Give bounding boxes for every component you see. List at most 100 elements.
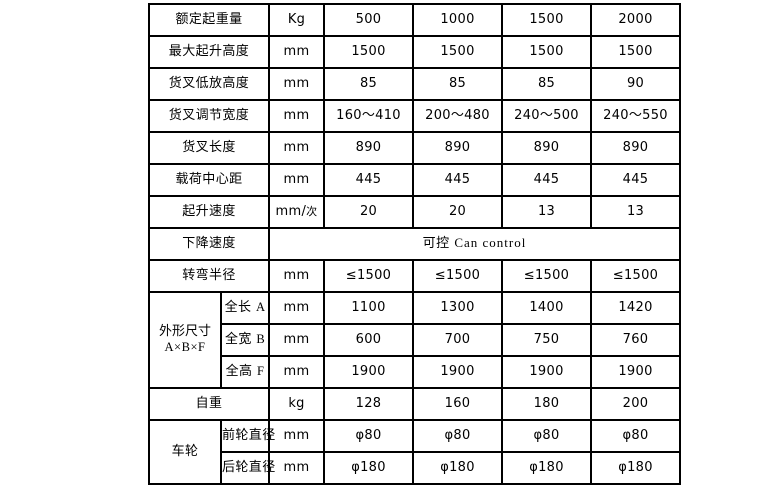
cell-rear-wheel-1: φ180 (323, 451, 415, 485)
page-root: 额定起重量 Kg 500 1000 1500 2000 最大起升高度 mm 15… (147, 3, 682, 485)
cell-fork-lowered-height-1: 85 (323, 67, 415, 101)
cell-overall-height-1: 1900 (323, 355, 415, 389)
cell-max-lift-height-3: 1500 (501, 35, 593, 69)
cell-turning-radius-1: ≤1500 (323, 259, 415, 293)
row-group-label-wheels: 车轮 (148, 419, 222, 485)
cell-lowering-speed-merged: 可控 Can control (268, 227, 682, 261)
row-group-label-overall-dimensions: 外形尺寸 A×B×F (148, 291, 222, 389)
row-unit-overall-length: mm (268, 291, 326, 325)
cell-overall-width-2: 700 (412, 323, 504, 357)
cell-overall-width-4: 760 (590, 323, 682, 357)
cell-fork-length-3: 890 (501, 131, 593, 165)
group-label-line2: A×B×F (164, 339, 206, 354)
cell-self-weight-3: 180 (501, 387, 593, 421)
table-row: 全高 F mm 1900 1900 1900 1900 (149, 355, 682, 389)
specification-table: 额定起重量 Kg 500 1000 1500 2000 最大起升高度 mm 15… (147, 3, 682, 485)
sublabel-cjk: 全长 (224, 300, 252, 316)
row-label-rated-capacity: 额定起重量 (147, 3, 271, 37)
table-row: 转弯半径 mm ≤1500 ≤1500 ≤1500 ≤1500 (147, 259, 682, 293)
cell-fork-lowered-height-3: 85 (501, 67, 593, 101)
cell-max-lift-height-1: 1500 (323, 35, 415, 69)
cell-rear-wheel-2: φ180 (412, 451, 504, 485)
row-unit-rear-wheel: mm (268, 451, 326, 485)
row-label-fork-lowered-height: 货叉低放高度 (147, 67, 271, 101)
cell-lifting-speed-4: 13 (590, 195, 682, 229)
cell-max-lift-height-2: 1500 (412, 35, 504, 69)
table-row: 货叉长度 mm 890 890 890 890 (147, 131, 682, 165)
table-row: 下降速度 可控 Can control (147, 227, 682, 261)
row-unit-fork-lowered-height: mm (268, 67, 326, 101)
sublabel-latin: A (255, 300, 266, 315)
cell-fork-length-2: 890 (412, 131, 504, 165)
cell-rear-wheel-3: φ180 (501, 451, 593, 485)
row-unit-max-lift-height: mm (268, 35, 326, 69)
row-label-self-weight: 自重 (147, 387, 271, 421)
cell-lifting-speed-1: 20 (323, 195, 415, 229)
sublabel-latin: B (256, 332, 266, 347)
row-sublabel-overall-height: 全高 F (219, 355, 271, 389)
group-label-line1: 外形尺寸 (158, 323, 211, 339)
cell-fork-adjust-width-4: 240～550 (590, 99, 682, 133)
cell-front-wheel-2: φ80 (412, 419, 504, 453)
row-unit-lifting-speed: mm/次 (268, 195, 326, 229)
cell-front-wheel-3: φ80 (501, 419, 593, 453)
cell-overall-length-1: 1100 (323, 291, 415, 325)
cell-lifting-speed-2: 20 (412, 195, 504, 229)
row-label-load-center: 载荷中心距 (147, 163, 271, 197)
cell-overall-length-2: 1300 (412, 291, 504, 325)
table-row: 全宽 B mm 600 700 750 760 (149, 323, 682, 357)
cell-self-weight-2: 160 (412, 387, 504, 421)
cell-front-wheel-4: φ80 (590, 419, 682, 453)
row-unit-load-center: mm (268, 163, 326, 197)
cell-self-weight-4: 200 (590, 387, 682, 421)
row-sublabel-overall-width: 全宽 B (219, 323, 271, 357)
row-label-turning-radius: 转弯半径 (147, 259, 271, 293)
row-unit-overall-width: mm (268, 323, 326, 357)
row-unit-overall-height: mm (268, 355, 326, 389)
merged-value-cjk: 可控 (422, 236, 450, 252)
row-unit-fork-adjust-width: mm (268, 99, 326, 133)
cell-load-center-1: 445 (323, 163, 415, 197)
cell-overall-width-1: 600 (323, 323, 415, 357)
table-row: 自重 kg 128 160 180 200 (147, 387, 682, 421)
row-unit-self-weight: kg (268, 387, 326, 421)
cell-turning-radius-3: ≤1500 (501, 259, 593, 293)
row-label-fork-length: 货叉长度 (147, 131, 271, 165)
cell-self-weight-1: 128 (323, 387, 415, 421)
table-row: 后轮直径 mm φ180 φ180 φ180 φ180 (149, 451, 682, 485)
cell-fork-adjust-width-2: 200～480 (412, 99, 504, 133)
row-unit-front-wheel: mm (268, 419, 326, 453)
unit-latin-part: mm/ (275, 203, 307, 219)
cell-load-center-4: 445 (590, 163, 682, 197)
table-row: 额定起重量 Kg 500 1000 1500 2000 (147, 3, 682, 37)
table-row: 载荷中心距 mm 445 445 445 445 (147, 163, 682, 197)
row-label-lifting-speed: 起升速度 (147, 195, 271, 229)
cell-overall-width-3: 750 (501, 323, 593, 357)
row-sublabel-front-wheel: 前轮直径 (219, 419, 275, 453)
table-row: 货叉调节宽度 mm 160～410 200～480 240～500 240～55… (147, 99, 682, 133)
table-row: 起升速度 mm/次 20 20 13 13 (147, 195, 682, 229)
cell-fork-length-4: 890 (590, 131, 682, 165)
cell-turning-radius-4: ≤1500 (590, 259, 682, 293)
row-label-max-lift-height: 最大起升高度 (147, 35, 271, 69)
sublabel-latin: F (257, 364, 265, 379)
cell-overall-length-4: 1420 (590, 291, 682, 325)
table-row: 车轮 前轮直径 mm φ80 φ80 φ80 φ80 (148, 419, 682, 485)
cell-rated-capacity-1: 500 (323, 3, 415, 37)
row-unit-fork-length: mm (268, 131, 326, 165)
cell-overall-height-4: 1900 (590, 355, 682, 389)
cell-overall-length-3: 1400 (501, 291, 593, 325)
cell-fork-length-1: 890 (323, 131, 415, 165)
cell-lifting-speed-3: 13 (501, 195, 593, 229)
cell-fork-adjust-width-1: 160～410 (323, 99, 415, 133)
sublabel-cjk: 全宽 (224, 332, 252, 348)
cell-fork-lowered-height-4: 90 (590, 67, 682, 101)
cell-fork-lowered-height-2: 85 (412, 67, 504, 101)
cell-front-wheel-1: φ80 (323, 419, 415, 453)
cell-overall-height-3: 1900 (501, 355, 593, 389)
cell-overall-height-2: 1900 (412, 355, 504, 389)
merged-value-en: Can control (454, 235, 527, 251)
cell-turning-radius-2: ≤1500 (412, 259, 504, 293)
cell-load-center-2: 445 (412, 163, 504, 197)
cell-rated-capacity-2: 1000 (412, 3, 504, 37)
